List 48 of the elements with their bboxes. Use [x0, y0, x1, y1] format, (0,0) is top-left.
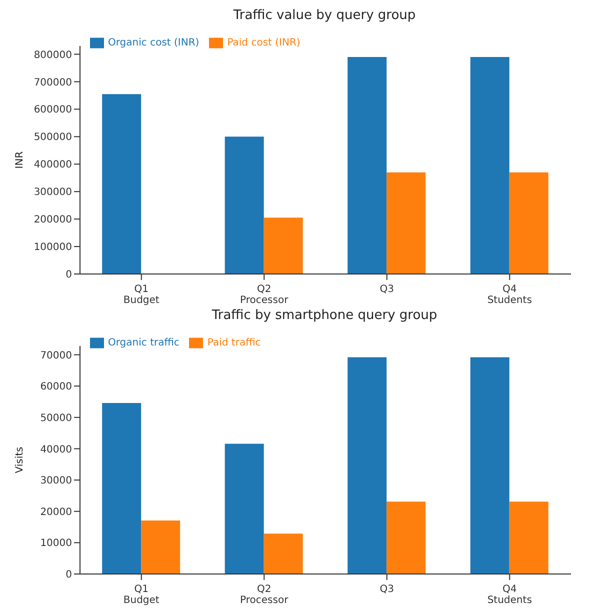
- y-tick-label: 700000: [34, 77, 72, 88]
- bar: [348, 56, 387, 274]
- y-tick-label: 0: [66, 270, 72, 281]
- y-tick-label: 70000: [40, 350, 72, 362]
- legend-label: Paid traffic: [207, 338, 261, 349]
- y-tick-label: 800000: [34, 50, 72, 61]
- y-tick-label: 600000: [34, 104, 72, 116]
- legend-label: Organic cost (INR): [108, 38, 200, 49]
- x-tick-label: Q3: [380, 284, 394, 295]
- y-tick-label: 30000: [40, 476, 72, 487]
- x-tick-label: Q1 Budget: [123, 284, 160, 306]
- y-tick-label: 300000: [34, 187, 72, 198]
- y-tick-label: 50000: [40, 412, 72, 424]
- y-tick-label: 0: [66, 570, 72, 581]
- x-tick-label: Q2 Processor: [240, 284, 290, 306]
- x-tick-label: Q2 Processor: [240, 584, 290, 606]
- y-tick-label: 500000: [34, 132, 72, 144]
- y-tick-label: 200000: [34, 214, 72, 226]
- bar: [141, 520, 180, 574]
- chart-title: Traffic by smartphone query group: [210, 308, 438, 325]
- x-tick-label: Q4 Students: [487, 284, 532, 306]
- y-axis-title: INR: [14, 151, 26, 169]
- bar: [224, 136, 264, 274]
- bar: [386, 172, 426, 274]
- bar: [470, 56, 510, 274]
- y-tick-label: 20000: [40, 506, 72, 518]
- bar: [348, 357, 387, 574]
- bar: [386, 502, 426, 574]
- y-tick-label: 100000: [34, 242, 72, 254]
- y-tick-label: 60000: [40, 382, 72, 393]
- bar: [102, 403, 142, 574]
- y-tick-label: 40000: [40, 444, 72, 456]
- x-tick-label: Q3: [380, 584, 394, 595]
- bar: [509, 502, 548, 574]
- bar: [509, 172, 548, 274]
- bar: [264, 534, 303, 574]
- x-tick-label: Q1 Budget: [123, 584, 160, 606]
- legend-label: Organic traffic: [108, 338, 180, 349]
- bar: [470, 357, 510, 574]
- bar: [264, 218, 303, 274]
- legend-label: Paid cost (INR): [227, 38, 300, 49]
- y-tick-label: 400000: [34, 160, 72, 171]
- chart-title: Traffic value by query group: [232, 8, 417, 25]
- y-axis-title: Visits: [14, 446, 26, 474]
- y-tick-label: 10000: [40, 538, 72, 550]
- x-tick-label: Q4 Students: [487, 584, 532, 606]
- bar: [224, 444, 264, 574]
- bar: [102, 94, 142, 274]
